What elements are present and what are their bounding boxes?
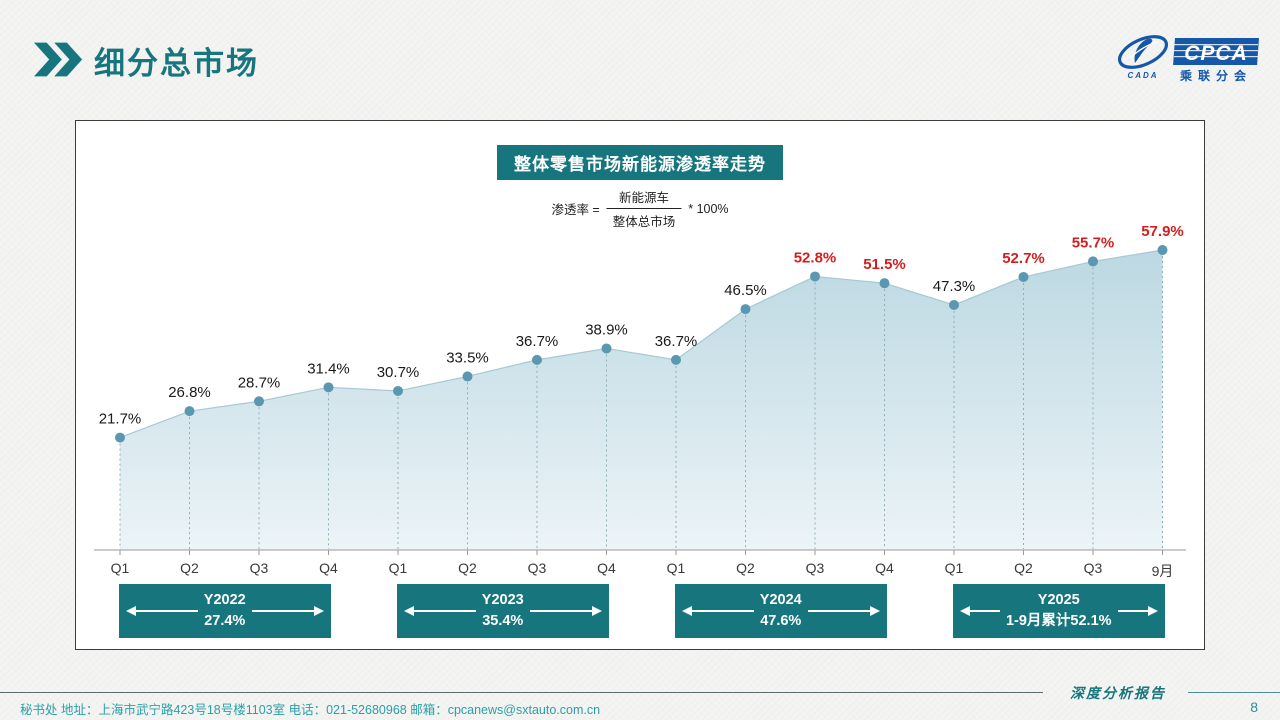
- arrow-right-icon: [1117, 605, 1158, 616]
- formula-lhs: 渗透率 =: [551, 203, 600, 217]
- arrow-left-icon: [682, 605, 754, 616]
- penetration-formula: 渗透率 = 新能源车 整体总市场 * 100%: [551, 187, 728, 230]
- cpca-logo: CADA CPCA 乘联分会: [1118, 35, 1259, 83]
- data-point: [393, 385, 403, 396]
- arrow-left-icon: [404, 605, 476, 616]
- formula-numerator: 新能源车: [606, 187, 682, 209]
- value-label: 51.5%: [863, 256, 906, 273]
- value-label: 57.9%: [1141, 223, 1184, 240]
- footer-divider-right: [1188, 692, 1280, 693]
- arrow-left-icon: [960, 605, 1000, 616]
- value-label: 55.7%: [1072, 234, 1115, 251]
- data-point: [532, 354, 542, 365]
- year-band-label: Y2024 47.6%: [759, 591, 802, 629]
- value-label: 52.8%: [794, 249, 837, 266]
- page-title: 细分总市场: [94, 46, 259, 81]
- penetration-area-chart: 21.7% 26.8% 28.7% 31.4% 30.7% 33.5% 36.7% 38.9%…: [94, 223, 1186, 579]
- year-band: Y2024 47.6%: [675, 584, 887, 638]
- axis-label: Q2: [458, 560, 477, 576]
- value-label: 33.5%: [446, 349, 489, 366]
- axis-label: Q1: [667, 560, 686, 576]
- series-line: [119, 249, 1163, 439]
- data-point: [1157, 245, 1168, 256]
- year-band: Y2025 1-9月累计52.1%: [953, 584, 1165, 638]
- value-label: 36.7%: [516, 333, 559, 350]
- data-point: [810, 271, 820, 282]
- value-label: 28.7%: [238, 374, 281, 391]
- svg-text:CPCA: CPCA: [1184, 42, 1248, 65]
- axis-label: Q2: [736, 560, 755, 576]
- year-band-label: Y2022 27.4%: [203, 591, 246, 629]
- arrow-left-icon: [126, 605, 198, 616]
- value-label: 21.7%: [99, 411, 142, 428]
- data-point: [949, 299, 959, 310]
- arrow-right-icon: [807, 605, 880, 616]
- data-point: [254, 396, 264, 407]
- data-point: [323, 382, 334, 393]
- year-band: Y2022 27.4%: [119, 584, 331, 638]
- value-label: 46.5%: [724, 282, 767, 299]
- cpca-emblem-icon: CADA: [1118, 35, 1168, 80]
- value-label: 52.7%: [1002, 250, 1045, 267]
- svg-text:CADA: CADA: [1127, 71, 1158, 80]
- footer-divider-left: [0, 692, 1043, 693]
- chart-title: 整体零售市场新能源渗透率走势: [497, 145, 783, 180]
- axis-label: Q1: [111, 560, 130, 576]
- area-fill: [120, 250, 1163, 551]
- data-point: [1088, 256, 1098, 267]
- data-point: [184, 406, 195, 417]
- axis-label: Q4: [875, 560, 894, 576]
- year-band: Y2023 35.4%: [397, 584, 609, 638]
- value-label: 47.3%: [933, 278, 976, 295]
- value-label: 31.4%: [307, 360, 350, 377]
- axis-label: Q4: [597, 560, 616, 576]
- axis-label: Q2: [1014, 560, 1033, 576]
- data-point: [879, 278, 890, 289]
- formula-denominator: 整体总市场: [612, 215, 676, 229]
- data-point: [740, 304, 751, 315]
- page-number: 8: [1250, 699, 1258, 715]
- value-label: 26.8%: [168, 384, 211, 401]
- data-point: [601, 343, 612, 354]
- data-point: [671, 354, 681, 365]
- axis-label: Q3: [1084, 560, 1103, 576]
- data-point: [462, 371, 473, 382]
- value-label: 38.9%: [585, 321, 628, 338]
- report-type-label: 深度分析报告: [1070, 687, 1166, 702]
- year-band-label: Y2023 35.4%: [481, 591, 524, 629]
- axis-label: Q3: [806, 560, 825, 576]
- cpca-wordmark: CPCA 乘联分会: [1173, 38, 1259, 83]
- axis-label: Q3: [250, 560, 269, 576]
- arrow-right-icon: [529, 605, 602, 616]
- axis-label: Q1: [945, 560, 964, 576]
- axis-label: 9月: [1152, 563, 1174, 579]
- svg-text:乘联分会: 乘联分会: [1179, 68, 1252, 83]
- formula-rhs: * 100%: [688, 201, 729, 216]
- year-band-label: Y2025 1-9月累计52.1%: [1005, 591, 1112, 629]
- data-point: [1018, 271, 1029, 282]
- data-point: [115, 432, 125, 443]
- axis-label: Q3: [528, 560, 547, 576]
- value-label: 30.7%: [377, 364, 420, 381]
- axis-label: Q2: [180, 560, 199, 576]
- value-label: 36.7%: [655, 333, 698, 350]
- chart-panel: 整体零售市场新能源渗透率走势 渗透率 = 新能源车 整体总市场 * 100% 2…: [75, 120, 1205, 650]
- axis-label: Q1: [389, 560, 408, 576]
- footer-contact-info: 秘书处 地址：上海市武宁路423号18号楼1103室 电话：021-526809…: [20, 703, 601, 717]
- formula-fraction: 新能源车 整体总市场: [606, 187, 682, 230]
- axis-label: Q4: [319, 560, 338, 576]
- double-chevron-icon: [34, 42, 83, 77]
- arrow-right-icon: [251, 605, 324, 616]
